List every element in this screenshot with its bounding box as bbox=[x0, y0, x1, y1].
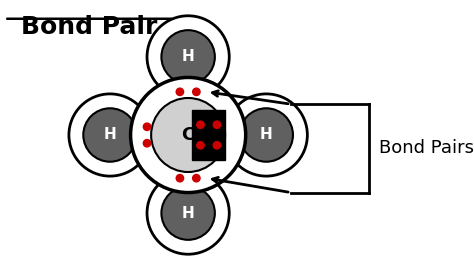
Circle shape bbox=[192, 88, 200, 96]
Circle shape bbox=[197, 121, 204, 129]
Text: H: H bbox=[182, 206, 194, 221]
Circle shape bbox=[83, 108, 137, 162]
Text: H: H bbox=[182, 49, 194, 64]
Circle shape bbox=[147, 172, 229, 254]
Circle shape bbox=[192, 174, 200, 182]
Circle shape bbox=[147, 16, 229, 98]
Circle shape bbox=[213, 141, 220, 149]
Circle shape bbox=[176, 174, 183, 182]
Bar bbox=[192, 110, 225, 160]
Circle shape bbox=[69, 94, 151, 176]
Circle shape bbox=[143, 140, 151, 147]
Circle shape bbox=[143, 123, 151, 130]
Circle shape bbox=[239, 108, 293, 162]
Text: Bond Pair: Bond Pair bbox=[21, 15, 158, 39]
Text: C: C bbox=[182, 126, 195, 144]
Circle shape bbox=[151, 98, 225, 172]
Text: Bond Pairs: Bond Pairs bbox=[379, 139, 474, 157]
Circle shape bbox=[130, 77, 246, 193]
Circle shape bbox=[162, 186, 215, 240]
Circle shape bbox=[162, 30, 215, 84]
Text: H: H bbox=[260, 127, 273, 143]
Text: H: H bbox=[104, 127, 117, 143]
Circle shape bbox=[197, 141, 204, 149]
Circle shape bbox=[176, 88, 183, 96]
Circle shape bbox=[225, 94, 307, 176]
Circle shape bbox=[213, 121, 220, 129]
